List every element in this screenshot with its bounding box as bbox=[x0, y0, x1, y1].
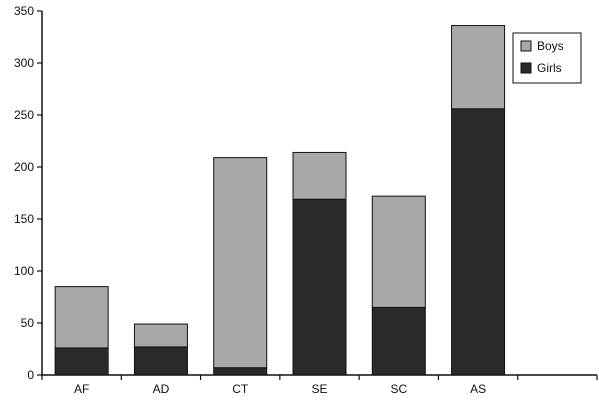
y-tick-label: 250 bbox=[14, 108, 34, 122]
bars bbox=[54, 25, 506, 376]
bar-girls-af bbox=[54, 347, 109, 376]
x-tick-label: CT bbox=[232, 382, 249, 396]
bar-boys-se bbox=[292, 151, 347, 200]
y-tick-label: 100 bbox=[14, 264, 34, 278]
legend-swatch-girls bbox=[520, 62, 532, 74]
y-tick-label: 300 bbox=[14, 56, 34, 70]
x-tick-label: SE bbox=[311, 382, 327, 396]
bar-girls-as bbox=[451, 108, 506, 376]
x-tick-label: AD bbox=[153, 382, 170, 396]
bar-boys-as bbox=[451, 25, 506, 110]
y-tick-label: 350 bbox=[14, 4, 34, 18]
bar-girls-ad bbox=[133, 346, 188, 376]
x-tick-label: SC bbox=[390, 382, 407, 396]
bar-girls-se bbox=[292, 198, 347, 376]
legend-swatch-boys bbox=[520, 40, 532, 52]
legend-label-girls: Girls bbox=[537, 61, 562, 75]
y-tick-label: 0 bbox=[27, 368, 34, 382]
bar-boys-ct bbox=[213, 157, 268, 369]
x-axis: AF AD CT SE SC AS bbox=[41, 374, 598, 396]
legend-label-boys: Boys bbox=[537, 39, 564, 53]
bar-girls-sc bbox=[371, 306, 426, 376]
bar-boys-ad bbox=[133, 323, 188, 348]
x-tick-label: AF bbox=[74, 382, 89, 396]
bar-girls-ct bbox=[213, 367, 268, 376]
y-tick-label: 50 bbox=[21, 316, 35, 330]
y-axis: 0 50 100 150 200 250 300 350 bbox=[14, 4, 43, 382]
x-tick-label: AS bbox=[470, 382, 486, 396]
bar-boys-sc bbox=[371, 195, 426, 308]
y-tick-label: 150 bbox=[14, 212, 34, 226]
y-tick-label: 200 bbox=[14, 160, 34, 174]
bar-boys-af bbox=[54, 286, 109, 349]
legend: Boys Girls bbox=[512, 32, 582, 84]
